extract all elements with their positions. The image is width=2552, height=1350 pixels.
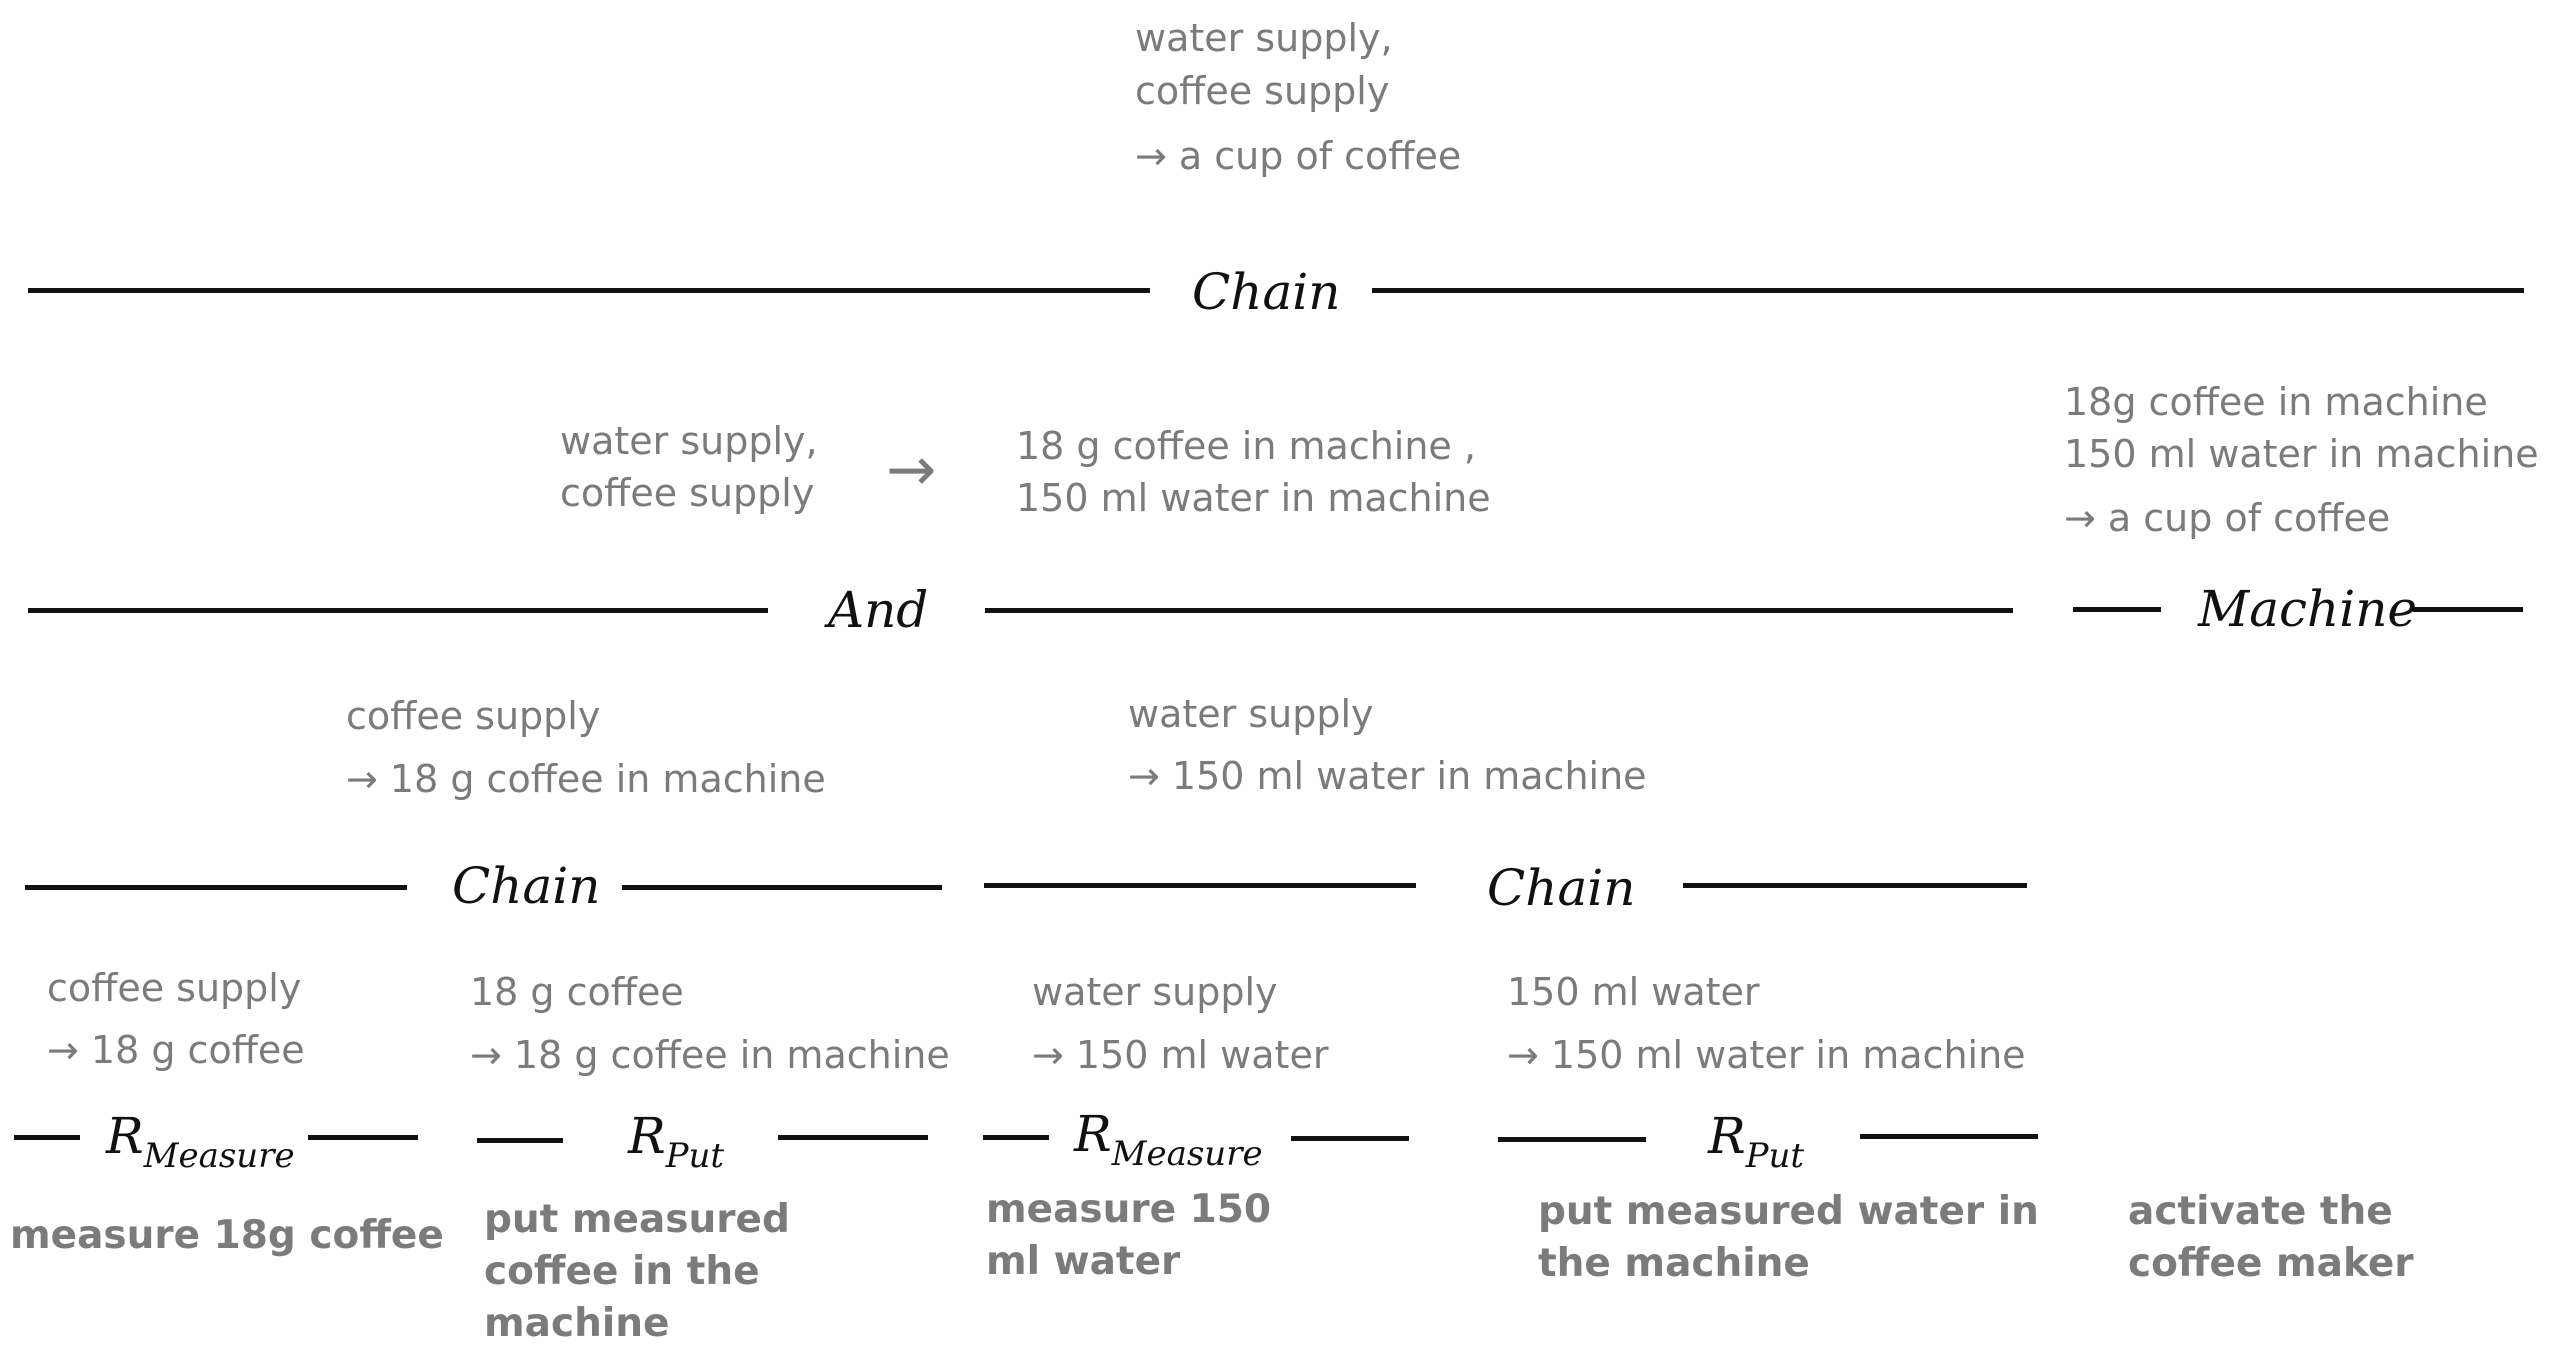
chain-left-label: Chain — [452, 857, 601, 915]
machine-input-2: 150 ml water in machine — [2064, 432, 2539, 476]
and-input-2: coffee supply — [560, 471, 815, 515]
leaf2-action: put measured coffee in the machine — [484, 1197, 790, 1346]
chain-top-label: Chain — [1192, 263, 1341, 321]
chain-left-rule-right — [622, 885, 942, 890]
leaf3-rule-right — [1291, 1136, 1409, 1141]
chain-top-input-2: coffee supply — [1135, 69, 1390, 113]
machine-rule-right — [2413, 607, 2523, 612]
leaf4-input: 150 ml water — [1507, 970, 1760, 1014]
machine-input-1: 18g coffee in machine — [2064, 380, 2488, 424]
and-output-2: 150 ml water in machine — [1016, 476, 1491, 520]
leaf4-rule-right — [1860, 1134, 2038, 1139]
leaf4-rule-left — [1498, 1137, 1646, 1142]
leaf2-output: → 18 g coffee in machine — [470, 1033, 950, 1077]
chain-right-label: Chain — [1487, 859, 1636, 917]
chain-right-output: → 150 ml water in machine — [1128, 754, 1647, 798]
leaf2-input: 18 g coffee — [470, 970, 684, 1014]
leaf3-rule-left — [983, 1135, 1049, 1140]
chain-top-rule-left — [28, 288, 1150, 293]
machine-output: → a cup of coffee — [2064, 496, 2391, 540]
leaf4-label-sub: Put — [1745, 1136, 1805, 1176]
leaf1-input: coffee supply — [47, 966, 302, 1010]
chain-top-output: → a cup of coffee — [1135, 134, 1462, 178]
leaf2-rule-right — [778, 1135, 928, 1140]
chain-left-output: → 18 g coffee in machine — [346, 757, 826, 801]
leaf2-label: RPut — [628, 1107, 725, 1176]
leaf5-action: activate the coffee maker — [2128, 1189, 2414, 1286]
leaf4-label: RPut — [1708, 1107, 1805, 1176]
leaf3-label-sub: Measure — [1111, 1134, 1263, 1174]
chain-left-rule-left — [25, 885, 407, 890]
chain-right-input: water supply — [1128, 692, 1374, 736]
leaf4-output: → 150 ml water in machine — [1507, 1033, 2026, 1077]
leaf3-action: measure 150 ml water — [986, 1187, 1272, 1284]
chain-right-rule-left — [984, 883, 1416, 888]
chain-left-input: coffee supply — [346, 694, 601, 738]
and-input-1: water supply, — [560, 419, 818, 463]
and-output-1: 18 g coffee in machine , — [1016, 424, 1476, 468]
leaf3-input: water supply — [1032, 970, 1278, 1014]
and-rule-right — [985, 608, 2013, 613]
leaf3-output: → 150 ml water — [1032, 1033, 1329, 1077]
leaf1-action: measure 18g coffee — [10, 1213, 444, 1258]
chain-top-rule-right — [1372, 288, 2524, 293]
chain-right-rule-right — [1683, 883, 2027, 888]
leaf2-label-sub: Put — [665, 1136, 725, 1176]
leaf1-output: → 18 g coffee — [47, 1028, 305, 1072]
leaf1-label-sub: Measure — [143, 1136, 295, 1176]
and-label: And — [828, 581, 929, 639]
and-rule-left — [28, 608, 768, 613]
and-arrow: → — [886, 435, 937, 505]
leaf1-rule-right — [308, 1135, 418, 1140]
leaf3-label: RMeasure — [1074, 1105, 1263, 1174]
leaf2-rule-left — [477, 1138, 563, 1143]
chain-top-input-1: water supply, — [1135, 16, 1393, 60]
leaf4-action: put measured water in the machine — [1538, 1189, 2039, 1286]
leaf1-label: RMeasure — [106, 1107, 295, 1176]
machine-rule-left — [2073, 607, 2161, 612]
leaf1-rule-left — [14, 1135, 80, 1140]
machine-label: Machine — [2198, 580, 2417, 638]
